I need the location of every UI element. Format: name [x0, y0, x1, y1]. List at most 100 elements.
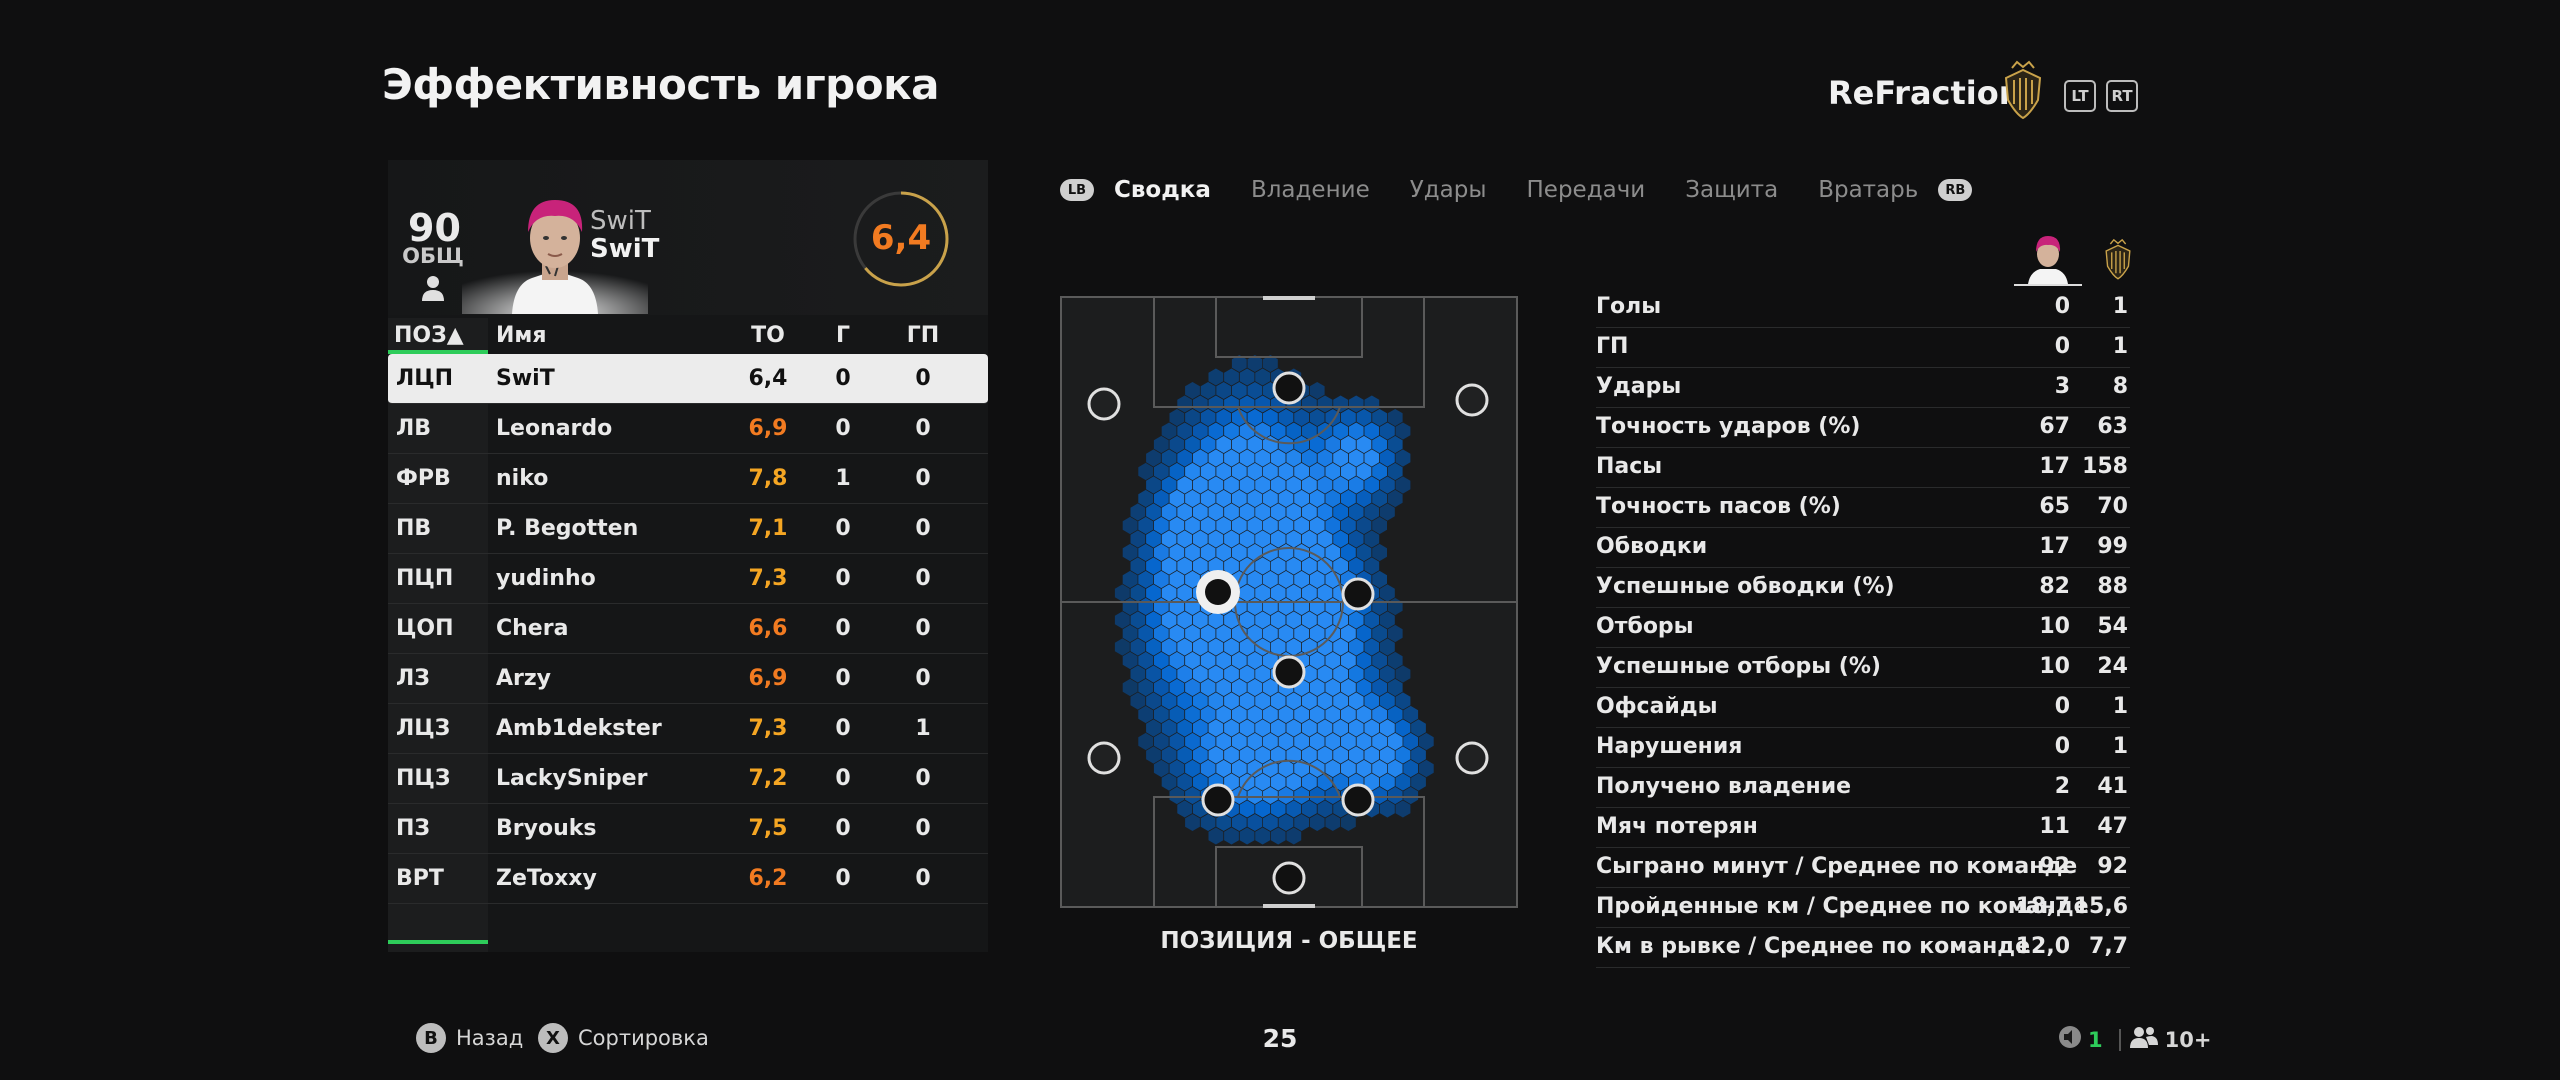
table-row[interactable]: ПВ P. Begotten 7,1 0 0 — [388, 504, 988, 554]
lb-bumper[interactable]: LB — [1060, 179, 1094, 201]
sort-button[interactable]: X Сортировка — [538, 1023, 709, 1053]
heatmap-cell — [1185, 732, 1200, 751]
heatmap-cell — [1341, 462, 1356, 481]
heatmap-cell — [1177, 719, 1193, 737]
heatmap-cell — [1341, 814, 1356, 831]
heatmap-cell — [1192, 773, 1208, 791]
heatmap-cell — [1387, 435, 1403, 454]
header-goals[interactable]: Г — [835, 323, 851, 348]
heatmap-cell — [1364, 422, 1380, 440]
heatmap-cell — [1309, 435, 1325, 454]
heatmap-cell — [1372, 624, 1387, 643]
heatmap-cell — [1192, 692, 1208, 710]
table-row[interactable]: ЛВ Leonardo 6,9 0 0 — [388, 404, 988, 454]
heatmap-cell — [1387, 759, 1403, 778]
heatmap-cell — [1247, 462, 1263, 481]
stat-row: Офсайды 0 1 — [1596, 688, 2130, 728]
tab-1[interactable]: Владение — [1250, 177, 1370, 203]
heatmap-cell — [1356, 678, 1372, 697]
heatmap-cell — [1200, 705, 1216, 724]
stat-row: ГП 0 1 — [1596, 328, 2130, 368]
heatmap-cell — [1286, 611, 1302, 629]
row-goals: 0 — [835, 766, 851, 791]
heatmap-cell — [1278, 516, 1294, 535]
heatmap-cell — [1325, 489, 1341, 508]
heatmap-cell — [1114, 638, 1130, 656]
table-row[interactable]: ЦОП Chera 6,6 0 0 — [388, 604, 988, 654]
stat-row: Успешные обводки (%) 82 88 — [1596, 568, 2130, 608]
heatmap-cell — [1309, 543, 1325, 562]
tab-0[interactable]: Сводка — [1114, 177, 1211, 203]
heatmap-cell — [1247, 624, 1263, 643]
heatmap-cell — [1403, 705, 1419, 724]
heatmap-cell — [1177, 638, 1193, 656]
heatmap-cell — [1130, 557, 1146, 575]
heatmap-cell — [1216, 651, 1232, 670]
heatmap-cell — [1317, 611, 1333, 629]
header-position-sort[interactable]: ПОЗ▲ — [394, 323, 464, 348]
heatmap-cell — [1325, 759, 1341, 778]
table-row[interactable]: ПЗ Bryouks 7,5 0 0 — [388, 804, 988, 854]
table-row[interactable]: ФРВ niko 7,8 1 0 — [388, 454, 988, 504]
table-row[interactable]: ПЦЗ LackySniper 7,2 0 0 — [388, 754, 988, 804]
heatmap-cell — [1224, 746, 1239, 764]
heatmap-cell — [1146, 719, 1161, 737]
heatmap-cell — [1348, 422, 1364, 440]
position-marker-teammate — [1272, 861, 1306, 895]
table-row[interactable]: ВРТ ZeToxxy 6,2 0 0 — [388, 854, 988, 904]
heatmap-cell — [1114, 584, 1130, 602]
heatmap-cell — [1286, 638, 1302, 656]
header-name[interactable]: Имя — [496, 323, 547, 348]
heatmap-cell — [1161, 638, 1177, 656]
heatmap-cell — [1348, 719, 1364, 737]
heatmap-cell — [1169, 705, 1185, 724]
rt-bumper[interactable]: RT — [2106, 80, 2138, 112]
heatmap-cell — [1231, 462, 1247, 481]
heatmap-cell — [1395, 773, 1411, 791]
row-assists: 0 — [915, 666, 931, 691]
tab-2[interactable]: Удары — [1409, 177, 1487, 203]
heatmap-cell — [1200, 489, 1216, 508]
stat-team-value: 1 — [2112, 734, 2128, 759]
heatmap-cell — [1325, 814, 1341, 831]
heatmap-cell — [1200, 462, 1216, 481]
team-crest-small-icon — [2102, 238, 2134, 282]
heatmap-cell — [1161, 773, 1177, 791]
heatmap-cell — [1309, 732, 1325, 751]
heatmap-cell — [1239, 746, 1255, 764]
heatmap-cell — [1341, 705, 1356, 724]
table-row[interactable]: ПЦП yudinho 7,3 0 0 — [388, 554, 988, 604]
heatmap-cell — [1169, 489, 1185, 508]
table-row[interactable]: ЛЦЗ Amb1dekster 7,3 0 1 — [388, 704, 988, 754]
lt-bumper[interactable]: LT — [2064, 80, 2096, 112]
header-assists[interactable]: ГП — [906, 323, 940, 348]
heatmap-cell — [1309, 624, 1325, 643]
tab-5[interactable]: Вратарь — [1818, 177, 1919, 203]
tab-4[interactable]: Защита — [1685, 177, 1779, 203]
player-name: SwiT — [590, 234, 660, 264]
heatmap-cell — [1247, 409, 1263, 427]
heatmap-cell — [1380, 476, 1395, 494]
heatmap-cell — [1192, 395, 1208, 413]
heatmap-cell — [1286, 503, 1302, 521]
heatmap-cell — [1348, 665, 1364, 683]
back-button[interactable]: B Назад — [416, 1023, 523, 1053]
header-rating[interactable]: ТО — [751, 323, 785, 348]
tab-3[interactable]: Передачи — [1526, 177, 1646, 203]
heatmap-cell — [1138, 651, 1154, 670]
table-row[interactable]: ЛЗ Arzy 6,9 0 0 — [388, 654, 988, 704]
heatmap-cell — [1278, 570, 1294, 589]
heatmap-cell — [1364, 773, 1380, 791]
heatmap-cell — [1333, 719, 1348, 737]
heatmap-cell — [1146, 476, 1161, 494]
heatmap-cell — [1294, 624, 1309, 643]
heatmap-cell — [1224, 611, 1239, 629]
heatmap-cell — [1146, 746, 1161, 764]
heatmap-cell — [1270, 692, 1286, 710]
heatmap-cell — [1372, 435, 1387, 454]
stat-row: Успешные отборы (%) 10 24 — [1596, 648, 2130, 688]
heatmap-cell — [1356, 624, 1372, 643]
rb-bumper[interactable]: RB — [1938, 179, 1973, 201]
table-row[interactable]: ЛЦП SwiT 6,4 0 0 — [388, 354, 988, 404]
heatmap-cell — [1341, 759, 1356, 778]
